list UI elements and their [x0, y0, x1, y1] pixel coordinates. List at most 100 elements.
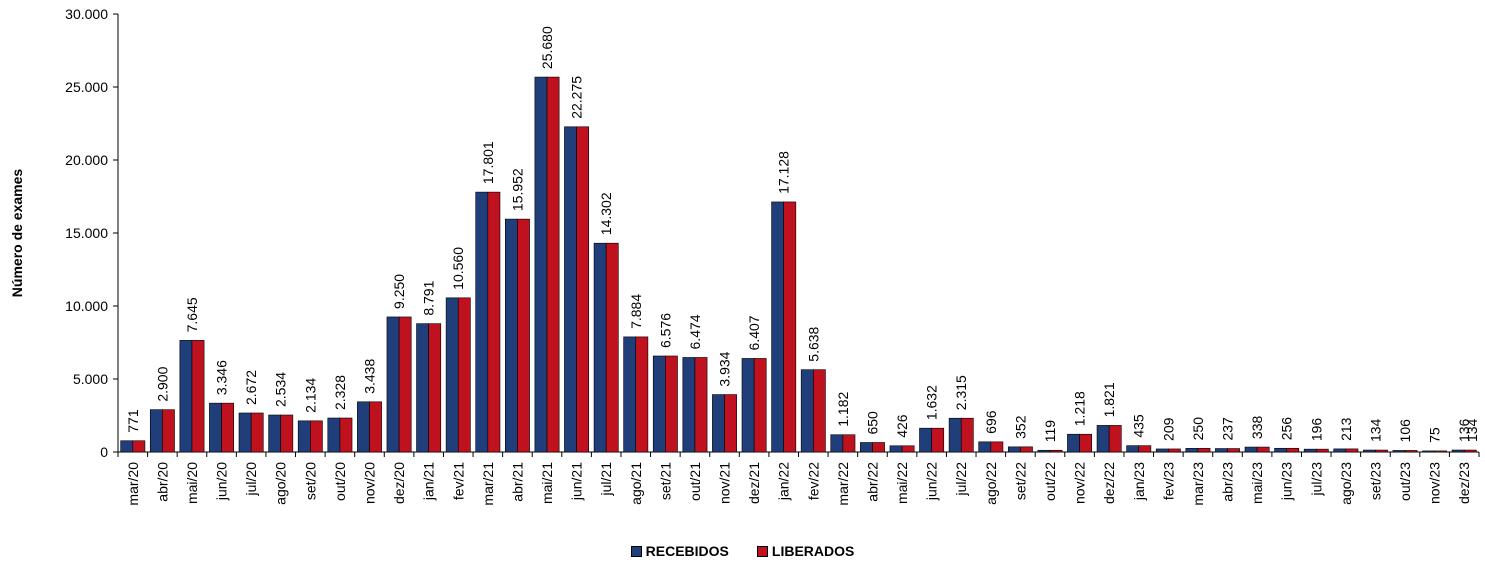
bar-recebidos-mar/22	[830, 434, 844, 453]
bar-liberados-jan/21	[428, 323, 442, 453]
bar-liberados-jun/22	[931, 427, 945, 453]
bar-recebidos-abr/21	[504, 218, 518, 453]
bar-liberados-dez/23	[1463, 449, 1477, 453]
data-label-jul/23: 196	[1308, 418, 1324, 442]
x-tick-label-abr/20: abr/20	[154, 462, 170, 502]
x-tick-label-jul/23: jul/23	[1308, 462, 1324, 497]
x-tick-label-set/21: set/21	[657, 462, 673, 500]
bar-recebidos-fev/23	[1155, 448, 1169, 453]
bar-recebidos-abr/22	[860, 442, 873, 453]
bar-liberados-ago/23	[1345, 448, 1359, 453]
bar-recebidos-jun/20	[209, 402, 222, 453]
data-label-nov/20: 3.438	[361, 359, 377, 394]
x-tick-label-fev/22: fev/22	[805, 462, 821, 500]
bar-recebidos-out/20	[327, 417, 341, 453]
data-label-ago/20: 2.534	[273, 372, 289, 407]
data-label-dez/20: 9.250	[391, 274, 407, 309]
x-tick-label-nov/21: nov/21	[717, 462, 733, 504]
bar-recebidos-out/22	[1037, 449, 1051, 453]
bar-liberados-jan/23	[1138, 445, 1152, 453]
data-label-jun/20: 3.346	[214, 360, 230, 395]
data-label-ago/21: 7.884	[628, 294, 644, 329]
bar-recebidos-mar/20	[120, 440, 134, 453]
x-tick-label-ago/21: ago/21	[628, 462, 644, 505]
bar-recebidos-jan/21	[416, 323, 429, 453]
data-label-abr/22: 650	[864, 411, 880, 435]
bar-liberados-mai/22	[901, 445, 915, 453]
bar-liberados-set/22	[1020, 446, 1033, 453]
y-tick-label: 30.000	[65, 6, 108, 22]
data-label-jan/21: 8.791	[421, 280, 437, 315]
legend-item-liberados: LIBERADOS	[756, 543, 854, 559]
y-tick-label: 0	[100, 444, 108, 460]
x-tick-label-mai/21: mai/21	[539, 462, 555, 504]
data-label-ago/22: 696	[983, 410, 999, 434]
bar-recebidos-out/21	[682, 357, 696, 453]
bar-recebidos-set/22	[1007, 446, 1021, 453]
data-label-jul/20: 2.672	[243, 370, 259, 405]
bar-liberados-mar/23	[1197, 448, 1211, 453]
chart-category-labels: mar/20 abr/20 mai/20 jun/20 jul/20 ago/20 set/…	[125, 462, 1472, 506]
data-label-nov/23: 75	[1427, 427, 1443, 443]
bar-recebidos-fev/21	[445, 297, 459, 453]
data-label-mai/23: 338	[1249, 415, 1265, 439]
bar-liberados-dez/20	[398, 316, 412, 453]
bar-liberados-out/21	[694, 357, 708, 453]
x-tick-label-jun/23: jun/23	[1279, 462, 1295, 501]
x-tick-label-dez/23: dez/23	[1456, 462, 1472, 504]
x-tick-label-mar/23: mar/23	[1190, 462, 1206, 506]
bar-recebidos-mai/20	[179, 340, 193, 453]
bar-liberados-ago/20	[280, 414, 294, 453]
legend-item-recebidos: RECEBIDOS	[630, 543, 729, 559]
x-tick-label-mar/20: mar/20	[125, 462, 141, 506]
x-tick-label-ago/23: ago/23	[1338, 462, 1354, 505]
data-label-mar/21: 17.801	[480, 141, 496, 184]
data-label-mar/20: 771	[125, 409, 141, 433]
x-tick-label-out/21: out/21	[687, 462, 703, 501]
bar-liberados-dez/22	[1108, 425, 1122, 453]
bar-recebidos-mai/23	[1244, 446, 1258, 453]
bar-liberados-abr/23	[1227, 448, 1240, 453]
bar-liberados-jul/23	[1315, 448, 1329, 453]
bar-recebidos-abr/23	[1215, 448, 1228, 453]
x-tick-label-set/23: set/23	[1367, 462, 1383, 500]
bar-recebidos-jan/23	[1126, 445, 1140, 453]
data-label-out/20: 2.328	[332, 375, 348, 410]
bar-recebidos-jul/20	[238, 412, 252, 453]
bar-recebidos-dez/23	[1451, 449, 1465, 453]
x-tick-label-ago/22: ago/22	[983, 462, 999, 505]
x-tick-label-jun/21: jun/21	[569, 462, 585, 501]
bar-recebidos-set/21	[652, 355, 666, 453]
bar-liberados-jul/20	[250, 412, 264, 453]
bar-liberados-fev/23	[1168, 448, 1181, 453]
bar-liberados-mar/21	[487, 191, 501, 453]
x-tick-label-ago/20: ago/20	[273, 462, 289, 505]
bar-recebidos-nov/21	[712, 394, 725, 453]
chart-legend: RECEBIDOS LIBERADOS	[0, 543, 1485, 559]
bar-recebidos-dez/20	[386, 316, 400, 453]
x-tick-label-mai/22: mai/22	[894, 462, 910, 504]
data-label-dez/21: 6.407	[746, 315, 762, 350]
x-tick-label-out/20: out/20	[332, 462, 348, 501]
bar-recebidos-jan/22	[771, 201, 785, 453]
bar-recebidos-ago/20	[268, 414, 282, 453]
bar-recebidos-jul/23	[1303, 448, 1317, 453]
x-tick-label-jan/23: jan/23	[1131, 462, 1147, 501]
data-label-jul/21: 14.302	[598, 192, 614, 235]
bar-liberados-jun/20	[221, 402, 234, 453]
data-label-nov/21: 3.934	[717, 351, 733, 386]
bar-recebidos-nov/20	[357, 401, 370, 453]
x-tick-label-jul/20: jul/20	[243, 462, 259, 497]
x-tick-label-jun/20: jun/20	[214, 462, 230, 501]
bar-liberados-nov/23	[1434, 450, 1448, 453]
bar-liberados-jul/21	[605, 242, 619, 453]
x-tick-label-abr/23: abr/23	[1220, 462, 1236, 502]
legend-swatch-recebidos	[630, 545, 642, 557]
bar-recebidos-mar/21	[475, 191, 489, 453]
bar-liberados-abr/21	[517, 218, 530, 453]
x-tick-label-nov/22: nov/22	[1072, 462, 1088, 504]
bar-liberados-out/22	[1049, 449, 1063, 453]
bar-liberados-nov/21	[724, 394, 737, 453]
data-label-extra-dez/23: 134	[1464, 418, 1480, 442]
data-label-mai/22: 426	[894, 414, 910, 438]
